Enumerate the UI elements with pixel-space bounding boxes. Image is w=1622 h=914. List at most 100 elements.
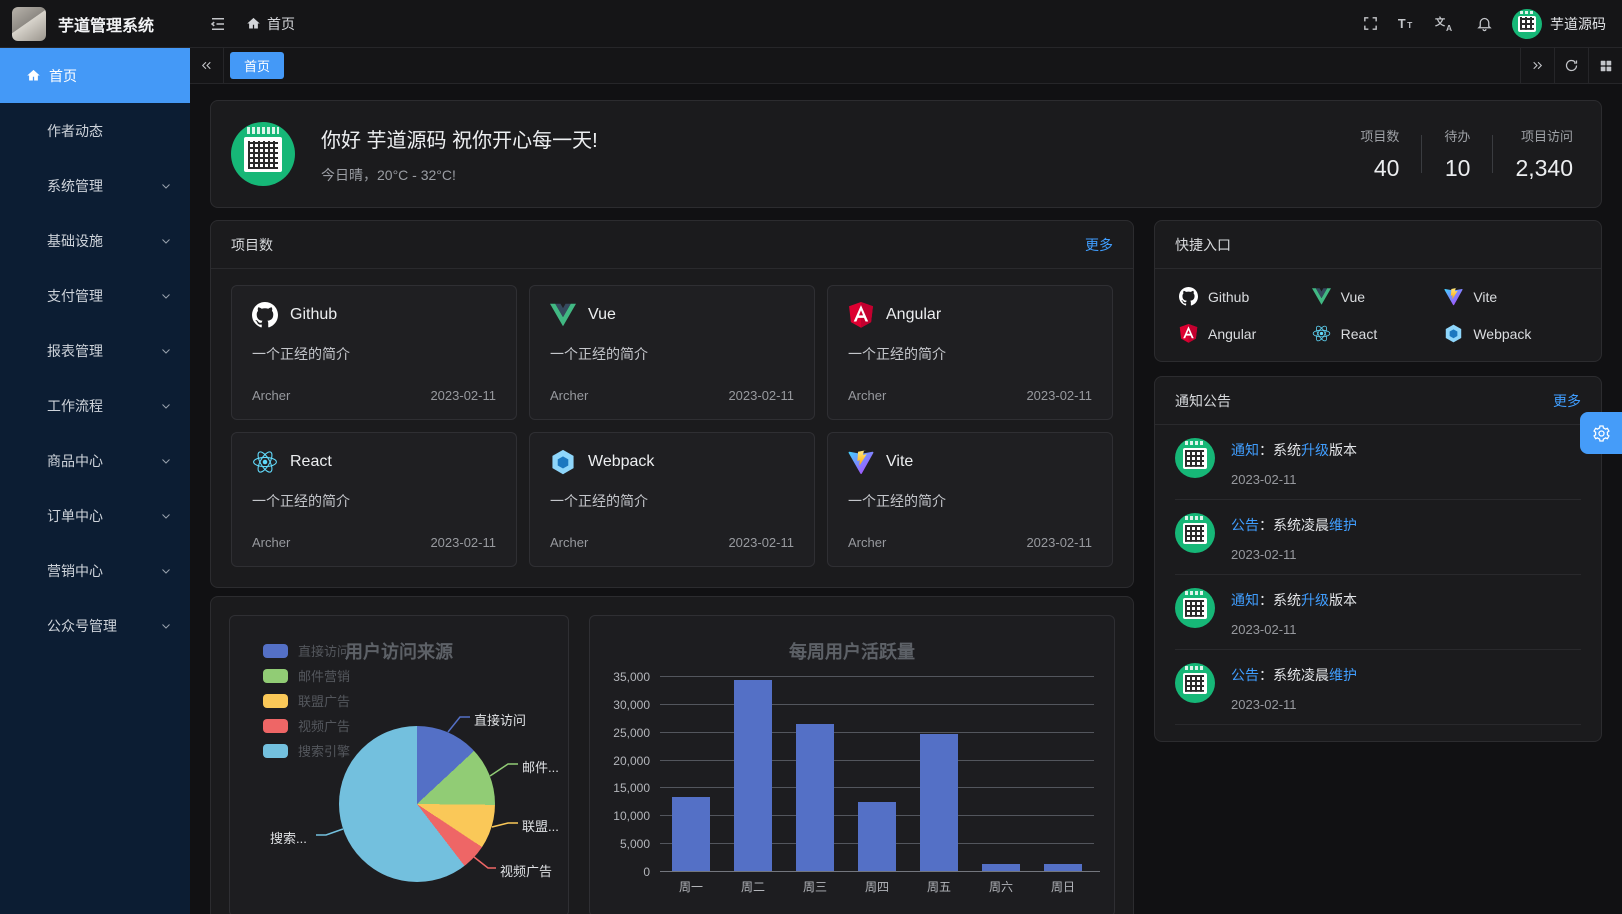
- username: 芋道源码: [1550, 15, 1606, 32]
- project-date: 2023-02-11: [728, 535, 794, 550]
- svg-text:T: T: [1407, 20, 1413, 30]
- sidebar-item-report[interactable]: 报表管理: [0, 323, 190, 378]
- shortcuts-card: 快捷入口 Github Vue: [1154, 220, 1602, 362]
- project-desc: 一个正经的简介: [848, 493, 946, 509]
- menu-fold-icon[interactable]: [200, 0, 236, 48]
- react-icon: [1312, 324, 1331, 343]
- notice-item[interactable]: 通知：系统升级版本 2023-02-11: [1175, 575, 1581, 650]
- notice-item[interactable]: 公告：系统凌晨维护 2023-02-11: [1175, 500, 1581, 575]
- project-desc: 一个正经的简介: [252, 493, 350, 509]
- sidebar-item-infra[interactable]: 基础设施: [0, 213, 190, 268]
- projects-more-link[interactable]: 更多: [1085, 236, 1113, 253]
- webpack-icon: [550, 449, 576, 475]
- shortcut-vue[interactable]: Vue: [1311, 287, 1445, 306]
- shortcut-react[interactable]: React: [1312, 324, 1445, 343]
- notice-item[interactable]: 通知：系统升级版本 2023-02-11: [1175, 425, 1581, 500]
- sidebar-item-pay[interactable]: 支付管理: [0, 268, 190, 323]
- settings-button[interactable]: [1580, 412, 1622, 454]
- shortcut-webpack[interactable]: Webpack: [1444, 324, 1577, 343]
- project-card-vite[interactable]: Vite 一个正经的简介 Archer 2023-02-11: [827, 432, 1113, 567]
- notices-card-title: 通知公告: [1175, 392, 1231, 409]
- stat-projects: 项目数 40: [1360, 129, 1400, 181]
- font-size-icon[interactable]: T T: [1390, 0, 1426, 48]
- project-date: 2023-02-11: [430, 535, 496, 550]
- chevron-down-icon: [160, 565, 172, 577]
- project-desc: 一个正经的简介: [252, 346, 350, 362]
- project-desc: 一个正经的简介: [550, 493, 648, 509]
- sidebar-item-home[interactable]: 首页: [0, 48, 190, 103]
- app-title: 芋道管理系统: [58, 17, 155, 35]
- legend-item[interactable]: 直接访问: [263, 638, 350, 663]
- tab-home[interactable]: 首页: [230, 52, 285, 79]
- y-axis-tick: 5,000: [619, 837, 650, 852]
- angular-icon: [1179, 324, 1198, 343]
- vue-icon: [550, 302, 576, 328]
- legend-item[interactable]: 视频广告: [263, 713, 350, 738]
- bar: [858, 802, 896, 871]
- x-axis-tick: 周四: [864, 880, 889, 894]
- github-icon: [252, 302, 278, 328]
- project-card-react[interactable]: React 一个正经的简介 Archer 2023-02-11: [231, 432, 517, 567]
- bar-chart-title: 每周用户活跃量: [789, 642, 915, 662]
- pie-label: 邮件...: [522, 760, 559, 775]
- svg-text:A: A: [1446, 22, 1452, 32]
- x-axis-tick: 周日: [1050, 880, 1075, 894]
- svg-text:T: T: [1398, 17, 1406, 31]
- tab-options-grid-icon[interactable]: [1588, 47, 1622, 84]
- shortcut-vite[interactable]: Vite: [1444, 287, 1577, 306]
- sidebar-item-marketing[interactable]: 营销中心: [0, 543, 190, 598]
- fullscreen-icon[interactable]: [1352, 0, 1388, 48]
- home-icon: [247, 17, 260, 29]
- notices-card: 通知公告 更多 通知：系统升级版本 2023-02-11: [1154, 376, 1602, 742]
- projects-card: 项目数 更多 Github 一个正: [210, 220, 1134, 588]
- stat-todo: 待办 10: [1444, 129, 1471, 181]
- legend-item[interactable]: 联盟广告: [263, 688, 350, 713]
- locale-icon[interactable]: 文 A: [1428, 0, 1464, 48]
- notice-date: 2023-02-11: [1231, 622, 1297, 637]
- x-axis-line: [660, 871, 1100, 872]
- project-card-vue[interactable]: Vue 一个正经的简介 Archer 2023-02-11: [529, 285, 815, 420]
- project-name: Angular: [886, 306, 942, 323]
- pie-label: 直接访问: [474, 713, 527, 728]
- sidebar-item-author[interactable]: 作者动态: [47, 122, 103, 139]
- y-axis-tick: 30,000: [613, 697, 650, 712]
- pie-legend: 直接访问 邮件营销 联盟广告 视频广告 搜索引擎: [263, 638, 350, 763]
- bar: [796, 724, 834, 871]
- project-card-angular[interactable]: Angular 一个正经的简介 Archer 2023-02-11: [827, 285, 1113, 420]
- legend-item[interactable]: 搜索引擎: [263, 738, 350, 763]
- sidebar-item-workflow[interactable]: 工作流程: [0, 378, 190, 433]
- sidebar-item-order[interactable]: 订单中心: [0, 488, 190, 543]
- sidebar-item-system[interactable]: 系统管理: [0, 158, 190, 213]
- x-axis-tick: 周三: [802, 880, 827, 894]
- tabs-scroll-right-icon[interactable]: [1520, 47, 1554, 84]
- y-axis-tick: 25,000: [613, 725, 650, 740]
- project-author: Archer: [550, 388, 589, 403]
- bar: [734, 680, 772, 871]
- bar: [920, 733, 958, 871]
- shortcut-angular[interactable]: Angular: [1179, 324, 1312, 343]
- gridline: [660, 703, 1094, 705]
- notice-item[interactable]: 公告：系统凌晨维护 2023-02-11: [1175, 650, 1581, 725]
- tabs-scroll-left-icon[interactable]: [190, 47, 224, 84]
- breadcrumb[interactable]: 首页: [246, 14, 295, 34]
- y-axis-tick: 35,000: [613, 670, 650, 684]
- react-icon: [252, 449, 278, 475]
- user-menu[interactable]: 芋道源码: [1512, 8, 1606, 39]
- greeting-stats: 项目数 40 待办 10 项目访问 2,340: [1338, 126, 1573, 182]
- notices-more-link[interactable]: 更多: [1553, 392, 1581, 409]
- project-date: 2023-02-11: [728, 388, 794, 403]
- legend-item[interactable]: 邮件营销: [263, 663, 350, 688]
- notice-date: 2023-02-11: [1231, 547, 1297, 562]
- project-card-github[interactable]: Github 一个正经的简介 Archer 2023-02-11: [231, 285, 517, 420]
- bell-icon[interactable]: [1466, 0, 1502, 48]
- app-logo: [12, 6, 46, 41]
- refresh-icon[interactable]: [1554, 47, 1588, 84]
- tab-bar: 首页: [190, 47, 1622, 84]
- shortcut-github[interactable]: Github: [1179, 287, 1312, 306]
- sidebar-item-product[interactable]: 商品中心: [0, 433, 190, 488]
- project-author: Archer: [252, 535, 291, 550]
- gridline: [660, 787, 1094, 789]
- sidebar-item-mp[interactable]: 公众号管理: [0, 598, 190, 653]
- project-card-webpack[interactable]: Webpack 一个正经的简介 Archer 2023-02-11: [529, 432, 815, 567]
- notice-avatar: [1175, 438, 1215, 478]
